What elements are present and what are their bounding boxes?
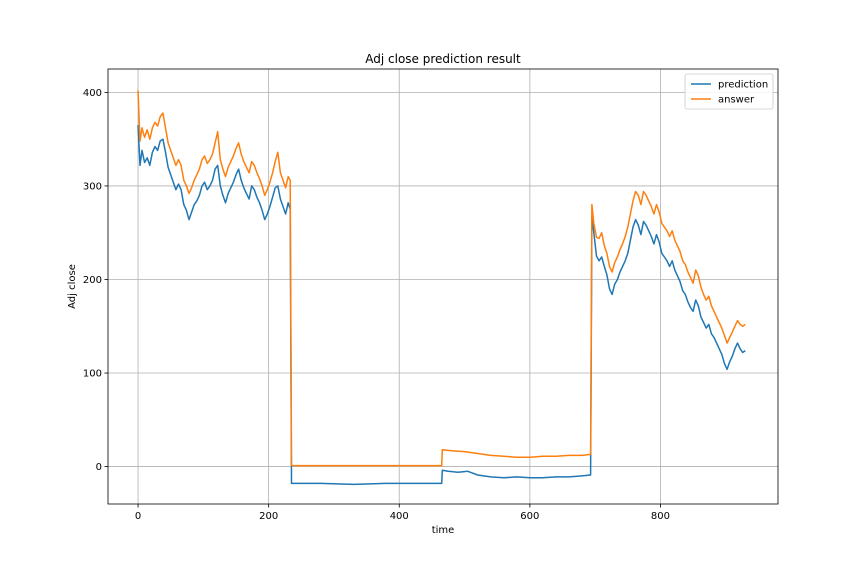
x-tick-label: 200 — [259, 511, 278, 522]
x-axis: 0 200 400 600 800 — [135, 504, 670, 522]
legend-box — [684, 73, 774, 110]
x-axis-label: time — [432, 525, 455, 536]
series-line-answer — [137, 90, 746, 467]
y-tick-label: 300 — [83, 181, 102, 192]
legend-label: answer — [718, 95, 755, 106]
y-tick-label: 100 — [83, 369, 102, 380]
legend-label: prediction — [718, 80, 768, 91]
series-line-prediction — [137, 125, 746, 486]
y-axis-label: Adj close — [67, 264, 78, 309]
x-tick-label: 600 — [520, 511, 539, 522]
plot-frame — [107, 68, 779, 505]
series-layer — [137, 90, 746, 486]
y-tick-label: 0 — [96, 462, 102, 473]
x-tick-label: 0 — [135, 511, 141, 522]
x-tick-label: 400 — [390, 511, 409, 522]
y-tick-label: 200 — [83, 275, 102, 286]
y-axis: 0 100 200 300 400 — [83, 88, 108, 473]
legend: prediction answer — [684, 73, 774, 110]
chart-title: Adj close prediction result — [365, 52, 521, 66]
x-tick-label: 800 — [651, 511, 670, 522]
y-tick-label: 400 — [83, 88, 102, 99]
